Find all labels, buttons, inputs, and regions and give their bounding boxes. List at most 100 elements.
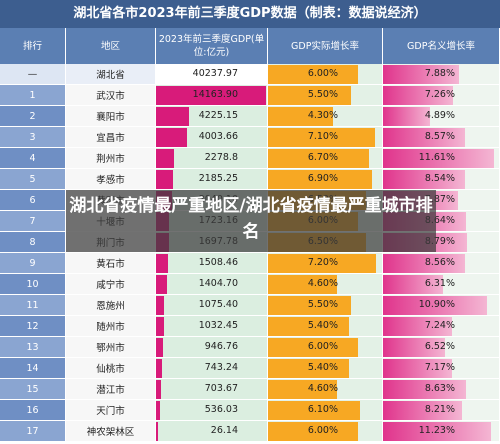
rank-cell: 4 — [0, 148, 66, 169]
real-growth-value: 7.10% — [307, 131, 338, 142]
real-growth-value: 6.00% — [307, 425, 338, 436]
real-growth-value: 6.90% — [307, 173, 338, 184]
nominal-growth-value: 8.79% — [424, 236, 455, 247]
nominal-growth-bar — [383, 254, 466, 273]
nominal-growth-bar — [383, 86, 453, 105]
real-growth-value: 5.40% — [307, 320, 338, 331]
rank-cell: 2 — [0, 106, 66, 127]
nominal-growth-bar — [383, 65, 459, 84]
gdp-bar — [156, 380, 162, 399]
real-growth-value: 4.60% — [307, 383, 338, 394]
rank-cell: 6 — [0, 190, 66, 211]
real-growth-bar — [268, 86, 351, 105]
nominal-growth-bar — [383, 380, 466, 399]
real-growth-value: 6.70% — [307, 152, 338, 163]
gdp-bar — [156, 170, 173, 189]
rank-cell: 1 — [0, 85, 66, 106]
nominal-growth-value: 7.26% — [424, 89, 455, 100]
real-growth-bar — [268, 422, 359, 441]
nominal-growth-value: 7.17% — [424, 362, 455, 373]
rank-cell: 8 — [0, 232, 66, 253]
nominal-growth-value: 7.24% — [424, 320, 455, 331]
nominal-growth-value: 8.63% — [424, 383, 455, 394]
nominal-growth-value: 11.23% — [418, 425, 455, 436]
nominal-growth-value: 7.87% — [424, 194, 455, 205]
region-cell: 湖北省 — [66, 64, 156, 85]
real-growth-value: 5.50% — [307, 89, 338, 100]
region-cell: 仙桃市 — [66, 358, 156, 379]
gdp-bar — [156, 128, 188, 147]
gdp-bar — [156, 275, 167, 294]
nominal-growth-bar — [383, 107, 430, 126]
real-growth-value: 6.00% — [307, 341, 338, 352]
gdp-cell — [156, 148, 268, 169]
gdp-bar — [156, 401, 161, 420]
region-cell: 襄阳市 — [66, 106, 156, 127]
nominal-growth-value: 7.88% — [424, 68, 455, 79]
nominal-growth-value: 8.56% — [424, 257, 455, 268]
header-rank: 排行 — [0, 28, 66, 64]
gdp-value: 2278.8 — [204, 152, 238, 163]
gdp-value: 536.03 — [204, 404, 238, 415]
gdp-value: 743.24 — [204, 362, 238, 373]
gdp-bar — [156, 296, 165, 315]
rank-cell: 14 — [0, 358, 66, 379]
real-growth-bar — [268, 380, 338, 399]
real-growth-bar — [268, 107, 333, 126]
gdp-value: 4003.66 — [198, 131, 238, 142]
real-growth-value: 6.10% — [307, 404, 338, 415]
rank-cell: 16 — [0, 400, 66, 421]
region-cell: 天门市 — [66, 400, 156, 421]
real-growth-bar — [268, 359, 350, 378]
gdp-bar — [156, 317, 165, 336]
region-cell: 宜昌市 — [66, 127, 156, 148]
nominal-growth-value: 4.89% — [424, 110, 455, 121]
rank-cell: 3 — [0, 127, 66, 148]
gdp-value: 1508.46 — [198, 257, 238, 268]
real-growth-bar — [268, 275, 338, 294]
gdp-value: 1032.45 — [198, 320, 238, 331]
nominal-growth-bar — [383, 338, 446, 357]
gdp-value: 1075.40 — [198, 299, 238, 310]
rank-cell: 15 — [0, 379, 66, 400]
header-gdp: 2023年前三季度GDP(单位:亿元) — [156, 28, 268, 64]
real-growth-bar — [268, 149, 369, 168]
real-growth-value: 7.20% — [307, 257, 338, 268]
gdp-cell — [156, 295, 268, 316]
nominal-growth-value: 8.54% — [424, 173, 455, 184]
real-growth-value: 4.60% — [307, 278, 338, 289]
region-cell: 荆州市 — [66, 148, 156, 169]
gdp-cell — [156, 253, 268, 274]
gdp-value: 1404.70 — [198, 278, 238, 289]
table-title: 湖北省各市2023年前三季度GDP数据（制表：数据说经济） — [0, 0, 500, 28]
nominal-growth-value: 10.90% — [418, 299, 455, 310]
real-growth-value: 5.40% — [307, 362, 338, 373]
nominal-growth-bar — [383, 401, 462, 420]
rank-cell: — — [0, 64, 66, 85]
nominal-growth-bar — [383, 149, 495, 168]
gdp-bar — [156, 359, 162, 378]
nominal-growth-bar — [383, 275, 444, 294]
real-growth-bar — [268, 65, 359, 84]
real-growth-bar — [268, 338, 359, 357]
nominal-growth-value: 6.31% — [424, 278, 455, 289]
real-growth-value: 6.00% — [307, 68, 338, 79]
gdp-value: 26.14 — [210, 425, 238, 436]
gdp-bar — [156, 422, 158, 441]
region-cell: 鄂州市 — [66, 337, 156, 358]
gdp-cell — [156, 169, 268, 190]
nominal-growth-bar — [383, 317, 453, 336]
gdp-bar — [156, 149, 174, 168]
rank-cell: 10 — [0, 274, 66, 295]
gdp-cell — [156, 64, 268, 85]
gdp-bar — [156, 254, 168, 273]
gdp-value: 2185.25 — [198, 173, 238, 184]
rank-cell: 9 — [0, 253, 66, 274]
region-cell: 黄石市 — [66, 253, 156, 274]
nominal-growth-value: 6.52% — [424, 341, 455, 352]
gdp-value: 946.76 — [204, 341, 238, 352]
nominal-growth-value: 8.21% — [424, 404, 455, 415]
region-cell: 潜江市 — [66, 379, 156, 400]
nominal-growth-bar — [383, 296, 488, 315]
